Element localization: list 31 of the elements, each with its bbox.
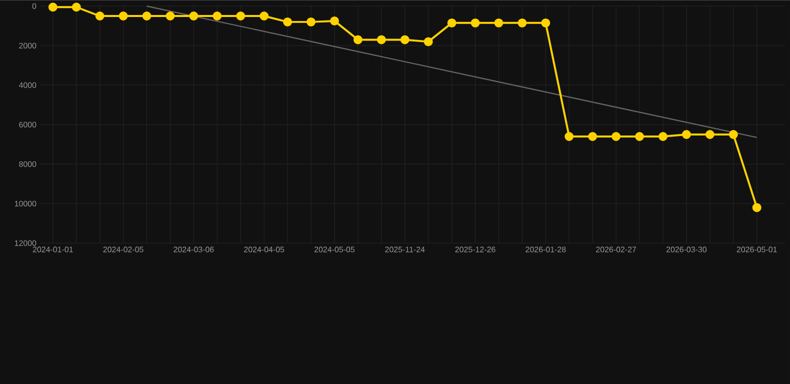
point <box>236 11 246 20</box>
point <box>470 18 480 28</box>
point <box>330 16 339 26</box>
point <box>48 2 58 12</box>
point <box>400 35 410 44</box>
point <box>376 35 386 44</box>
point <box>72 2 81 12</box>
point <box>705 130 714 139</box>
point <box>564 132 574 141</box>
point <box>541 18 550 28</box>
point <box>635 132 644 141</box>
point <box>189 11 198 20</box>
point <box>166 11 175 20</box>
point <box>118 11 128 20</box>
point <box>658 132 668 141</box>
point <box>95 11 104 20</box>
point <box>447 18 456 28</box>
point <box>588 132 598 141</box>
point <box>728 130 738 139</box>
point <box>353 35 362 44</box>
point <box>752 203 762 212</box>
point <box>424 37 433 46</box>
point <box>682 130 691 139</box>
point <box>142 11 152 20</box>
point <box>494 18 504 28</box>
point <box>306 17 316 26</box>
point <box>212 11 222 20</box>
point <box>612 132 621 141</box>
point <box>260 11 269 20</box>
point <box>518 18 527 28</box>
point <box>283 17 292 26</box>
